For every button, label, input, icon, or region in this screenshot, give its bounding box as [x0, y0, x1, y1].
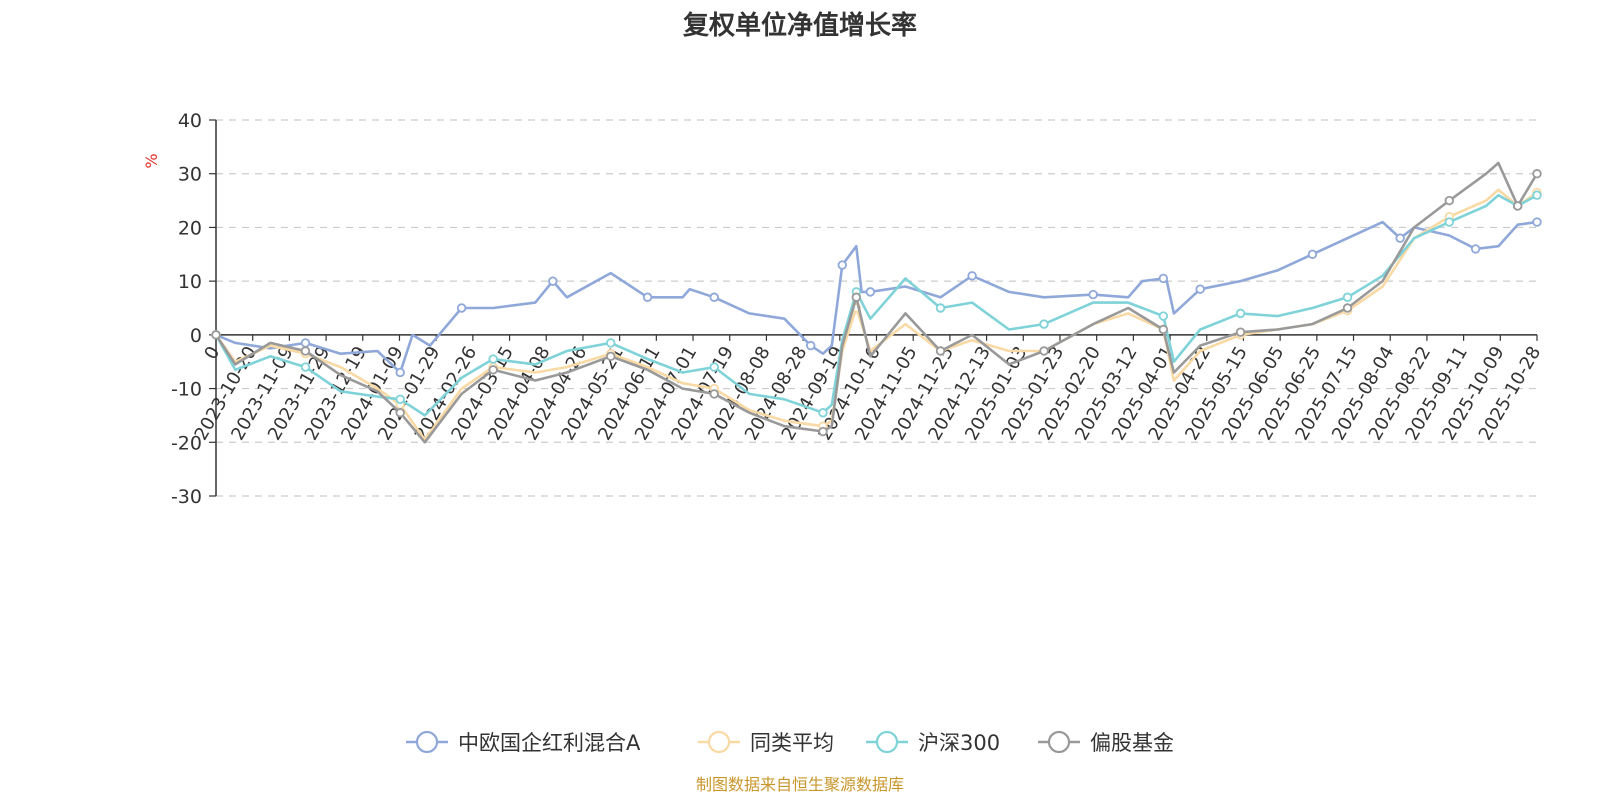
- data-point: [300, 346, 311, 356]
- legend-circle-icon: [707, 730, 731, 754]
- series-line: [214, 193, 1538, 417]
- y-tick-label: -10: [171, 379, 202, 401]
- data-point: [395, 367, 405, 378]
- data-point: [1532, 217, 1542, 227]
- data-point: [456, 303, 467, 313]
- legend-label: 沪深300: [918, 731, 1000, 755]
- legend-circle-icon: [875, 730, 899, 754]
- data-point: [1444, 195, 1454, 206]
- legend-item-1[interactable]: 同类平均: [698, 730, 834, 755]
- data-point: [1342, 292, 1353, 302]
- data-point: [488, 354, 498, 364]
- series-line: [214, 161, 1539, 444]
- data-point: [865, 287, 876, 297]
- data-point: [300, 362, 311, 372]
- y-tick-label: 30: [178, 164, 202, 186]
- data-point: [1307, 249, 1318, 259]
- data-point: [1513, 201, 1523, 211]
- source-note: 制图数据来自恒生聚源数据库: [696, 775, 904, 794]
- data-point: [1235, 327, 1246, 337]
- series-3: [211, 161, 1542, 444]
- data-point: [1532, 190, 1542, 200]
- legend-item-0[interactable]: 中欧国企红利混合A: [406, 730, 641, 755]
- data-point: [1039, 319, 1049, 329]
- data-point: [606, 338, 616, 348]
- data-point: [709, 389, 719, 399]
- data-point: [935, 303, 946, 313]
- data-point: [837, 260, 847, 270]
- legend[interactable]: 中欧国企红利混合A 同类平均 沪深300 偏股基金: [406, 730, 1174, 755]
- data-point: [1235, 308, 1246, 319]
- y-tick-label: 0: [190, 325, 202, 347]
- data-point: [1039, 346, 1049, 356]
- data-point: [851, 292, 862, 302]
- data-point: [806, 340, 816, 351]
- y-tick-label: -30: [171, 486, 202, 508]
- data-point: [935, 346, 946, 356]
- data-point: [1532, 169, 1542, 179]
- data-point: [211, 330, 221, 340]
- data-point: [606, 351, 616, 362]
- y-tick-label: -20: [171, 432, 202, 454]
- data-point: [709, 362, 719, 372]
- data-point: [395, 394, 405, 405]
- y-tick-label: 40: [178, 110, 202, 132]
- legend-circle-icon: [1047, 730, 1071, 754]
- data-point: [1395, 233, 1405, 243]
- data-point: [488, 365, 498, 375]
- legend-label: 中欧国企红利混合A: [458, 731, 641, 755]
- y-tick-label: 20: [178, 217, 202, 239]
- legend-item-3[interactable]: 偏股基金: [1038, 730, 1174, 755]
- data-point: [1158, 324, 1169, 335]
- series-2: [211, 190, 1542, 418]
- data-point: [1444, 217, 1454, 227]
- data-point: [548, 276, 558, 286]
- data-point: [1195, 284, 1205, 294]
- series-line: [215, 220, 1538, 374]
- data-point: [1088, 289, 1098, 300]
- y-unit-label: %: [142, 153, 161, 168]
- legend-label: 偏股基金: [1090, 731, 1174, 755]
- data-point: [967, 271, 977, 281]
- data-point: [395, 408, 405, 418]
- series-lines: [211, 161, 1542, 444]
- legend-label: 同类平均: [750, 731, 834, 755]
- y-tick-label: 10: [178, 271, 202, 293]
- data-point: [709, 292, 719, 302]
- y-axis-ticks: 40 30 20 10 0 -10 -20 -30: [171, 110, 216, 508]
- data-point: [1158, 273, 1169, 284]
- legend-item-2[interactable]: 沪深300: [866, 730, 1000, 755]
- data-point: [1158, 311, 1169, 321]
- legend-circle-icon: [415, 730, 439, 754]
- data-point: [1470, 244, 1481, 254]
- data-point: [642, 292, 653, 302]
- chart-title: 复权单位净值增长率: [683, 10, 917, 41]
- data-point: [818, 426, 828, 437]
- data-point: [818, 408, 828, 418]
- data-point: [1342, 303, 1353, 313]
- data-point: [300, 338, 311, 348]
